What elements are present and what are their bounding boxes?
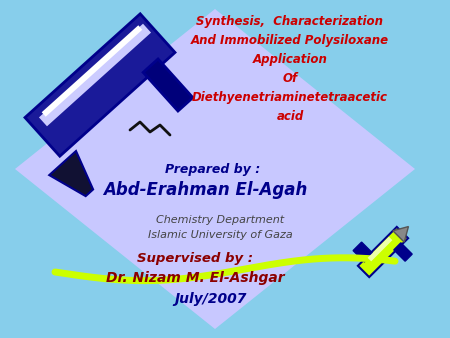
Text: Diethyenetriaminetetraacetic: Diethyenetriaminetetraacetic	[192, 91, 388, 104]
Bar	[353, 242, 373, 262]
Text: Synthesis,  Characterization: Synthesis, Characterization	[197, 15, 383, 28]
Text: July/2007: July/2007	[174, 292, 246, 306]
Text: Abd-Erahman El-Agah: Abd-Erahman El-Agah	[103, 181, 307, 199]
Text: Dr. Nizam M. El-Ashgar: Dr. Nizam M. El-Ashgar	[106, 271, 284, 285]
Text: Application: Application	[252, 53, 328, 66]
Bar	[42, 25, 142, 117]
Bar	[394, 243, 412, 261]
Polygon shape	[15, 9, 415, 329]
Text: acid: acid	[276, 110, 304, 123]
Text: Supervised by :: Supervised by :	[137, 252, 253, 265]
Bar	[70, 53, 150, 126]
Bar	[358, 227, 408, 277]
Text: And Immobilized Polysiloxane: And Immobilized Polysiloxane	[191, 34, 389, 47]
Text: Of: Of	[283, 72, 297, 85]
Polygon shape	[49, 151, 93, 196]
Text: Chemistry Department: Chemistry Department	[156, 215, 284, 225]
Bar	[39, 24, 151, 126]
Bar	[368, 237, 392, 261]
Text: Islamic University of Gaza: Islamic University of Gaza	[148, 230, 292, 240]
Text: Prepared by :: Prepared by :	[166, 163, 261, 176]
Polygon shape	[393, 226, 409, 242]
Bar	[25, 14, 175, 156]
Bar	[143, 59, 193, 111]
